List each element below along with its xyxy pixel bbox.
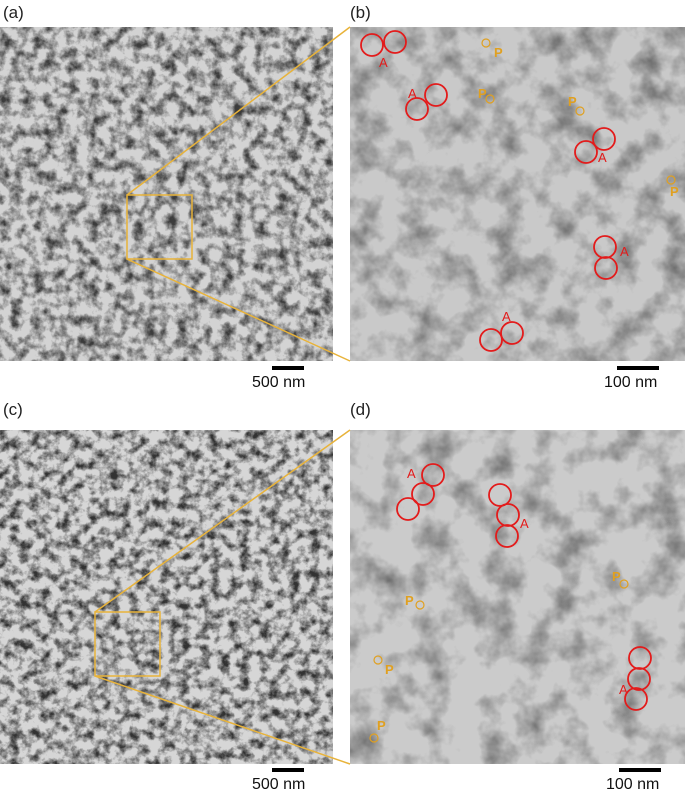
scale-bar-a [272, 366, 304, 370]
scale-bar-c [272, 768, 304, 772]
tem-image-b [350, 27, 685, 361]
scale-label-a: 500 nm [252, 374, 306, 391]
tem-texture-d [350, 430, 685, 764]
tem-texture-a [0, 27, 333, 361]
panel-d-label: (d) [350, 400, 371, 419]
tem-texture-b [350, 27, 685, 361]
tem-texture-c [0, 430, 333, 764]
tem-image-d [350, 430, 685, 764]
tem-image-a [0, 27, 333, 361]
scale-label-c: 500 nm [252, 776, 306, 793]
panel-b-label: (b) [350, 3, 371, 22]
panel-c-label: (c) [3, 400, 23, 419]
scale-label-b: 100 nm [604, 374, 658, 391]
scale-bar-b [617, 366, 659, 370]
scale-label-d: 100 nm [606, 776, 660, 793]
tem-image-c [0, 430, 333, 764]
scale-bar-d [619, 768, 661, 772]
panel-a-label: (a) [3, 3, 24, 22]
